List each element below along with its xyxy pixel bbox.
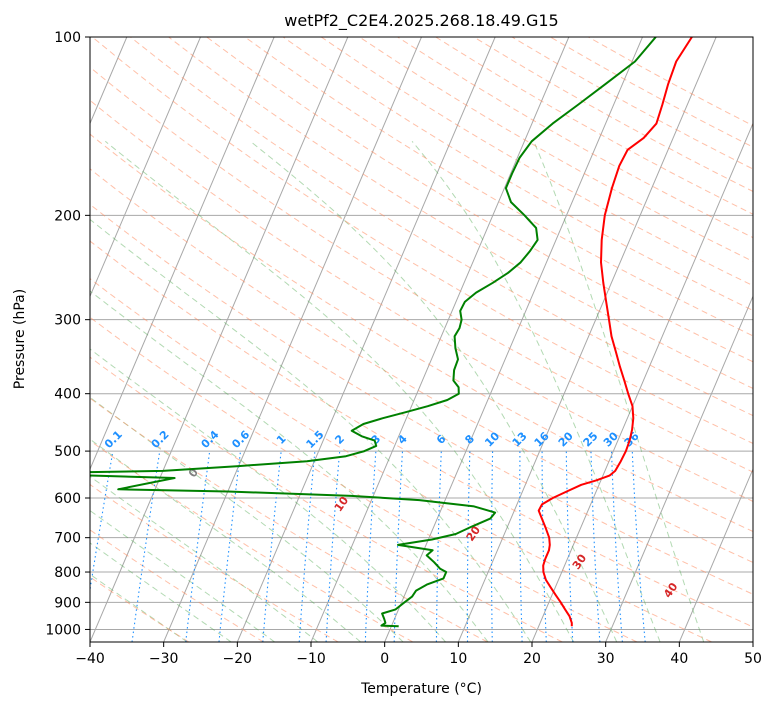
sounding-series: [90, 37, 693, 628]
plot-frame: [89, 36, 754, 643]
x-tick-label: −20: [223, 651, 253, 667]
dry-adiabat-line: [90, 529, 264, 642]
mixing-ratio-line: [565, 451, 574, 642]
mixing-ratio-line: [590, 451, 601, 642]
dry-adiabat-line: [91, 37, 753, 445]
moist-adiabat-line: [250, 140, 618, 642]
y-tick-label: 300: [54, 313, 81, 329]
mixing-ratio-line: [325, 451, 341, 642]
mixing-ratio-line: [631, 451, 646, 642]
y-tick-label: 600: [54, 491, 81, 507]
dry-adiabat-line: [90, 99, 753, 502]
isotherm-line: [90, 37, 201, 298]
plot-area: 0.10.20.40.611.52346810131620253036-100-…: [90, 37, 753, 642]
dry-adiabat-line: [244, 37, 753, 337]
chart-title: wetPf2_C2E4.2025.268.18.49.G15: [284, 11, 558, 31]
isotherm-line: [90, 37, 349, 642]
mixing-ratio-lines: [90, 451, 646, 642]
x-tick-label: −30: [149, 651, 179, 667]
mixing-ratio-line: [393, 451, 404, 642]
x-tick-label: 50: [744, 651, 762, 667]
isotherm-line: [457, 37, 717, 642]
x-tick-label: 40: [670, 651, 688, 667]
mixing-ratio-line: [519, 451, 523, 642]
isotherm-line: [531, 122, 753, 642]
isobar-gridlines: [90, 37, 753, 630]
y-tick-label: 500: [54, 444, 81, 460]
x-axis: −40 −30 −20 −10 0 10 20 30 40 50: [75, 642, 762, 667]
isotherm-line: [236, 37, 496, 642]
mixing-ratio-line: [490, 451, 494, 642]
isotherm-line: [605, 295, 753, 642]
mixing-ratio-line: [131, 451, 161, 642]
y-tick-label: 900: [54, 595, 81, 611]
y-tick-label: 800: [54, 565, 81, 581]
y-axis: 100 200 300 400 500 600 700 800 900 1000: [45, 30, 90, 638]
moist-adiabat-line: [90, 348, 446, 642]
isotherm-line: [678, 467, 753, 642]
x-tick-label: 0: [380, 651, 389, 667]
x-tick-label: 30: [597, 651, 615, 667]
dry-adiabat-line: [90, 278, 712, 642]
x-tick-label: −10: [296, 651, 326, 667]
temperature-profile-line: [537, 37, 693, 627]
y-tick-label: 1000: [45, 622, 81, 638]
dry-adiabat-line: [90, 483, 339, 642]
x-tick-label: 20: [523, 651, 541, 667]
x-tick-label: −40: [75, 651, 105, 667]
moist-adiabat-line: [104, 140, 575, 642]
y-tick-label: 400: [54, 387, 81, 403]
moist-adiabat-line: [90, 290, 489, 642]
moist-adiabats: [90, 140, 705, 642]
mixing-ratio-line: [435, 451, 442, 642]
moist-adiabat-line: [90, 475, 319, 642]
dry-adiabat-line: [90, 316, 638, 642]
dry-adiabat-line: [282, 37, 753, 312]
dry-adiabat-line: [90, 133, 753, 533]
mixing-ratio-line: [185, 451, 211, 642]
moist-adiabat-line: [533, 141, 705, 642]
dry-adiabat-line: [90, 203, 753, 595]
mixing-ratio-line: [364, 451, 377, 642]
dry-adiabat-line: [168, 37, 753, 389]
mixing-ratio-line: [90, 451, 114, 594]
isotherm-line: [90, 37, 275, 471]
isotherm-line: [163, 37, 422, 642]
moist-adiabat-line: [90, 438, 361, 642]
dry-adiabat-line: [90, 240, 753, 628]
mixing-ratio-line: [298, 451, 316, 642]
moist-adiabat-line: [90, 218, 532, 642]
mixing-ratio-line: [262, 451, 282, 642]
x-axis-title: Temperature (°C): [360, 681, 482, 697]
moist-adiabat-line: [411, 140, 661, 642]
mixing-ratio-line: [218, 451, 242, 642]
mixing-ratio-line: [610, 451, 623, 642]
dewpoint-profile-line: [90, 37, 657, 628]
y-tick-label: 700: [54, 531, 81, 547]
y-axis-title: Pressure (hPa): [12, 289, 28, 389]
y-tick-label: 100: [54, 30, 81, 46]
dry-adiabat-line: [90, 168, 753, 563]
dry-adiabat-line: [90, 356, 563, 642]
mixing-ratio-line: [541, 451, 547, 642]
x-tick-label: 10: [449, 651, 467, 667]
y-tick-label: 200: [54, 208, 81, 224]
mixing-ratio-line: [466, 451, 471, 642]
